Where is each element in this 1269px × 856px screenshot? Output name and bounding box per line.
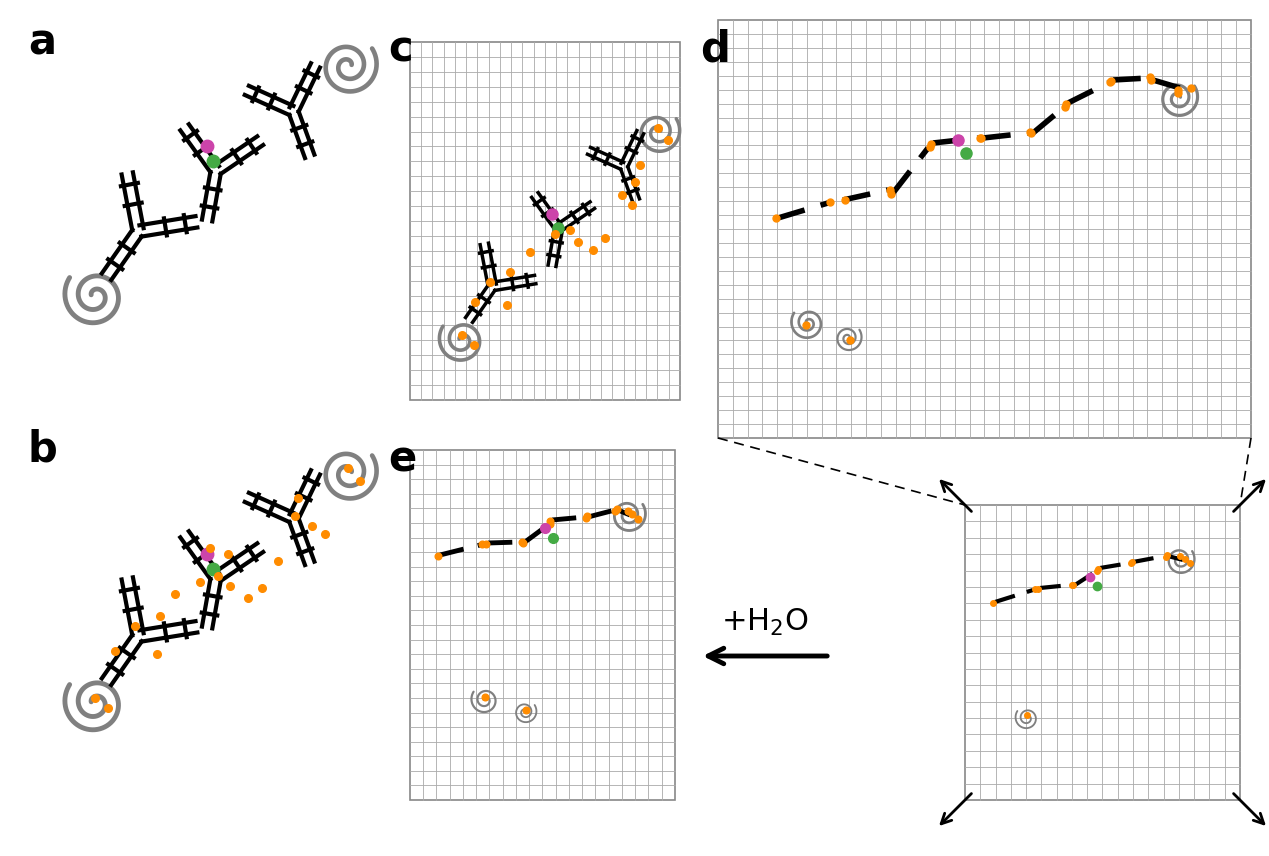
Bar — [410, 42, 680, 400]
Text: $+\mathrm{H_2O}$: $+\mathrm{H_2O}$ — [721, 607, 808, 638]
Bar — [718, 20, 1251, 438]
Text: b: b — [28, 428, 58, 470]
Text: a: a — [28, 21, 56, 63]
Text: c: c — [388, 28, 412, 70]
Text: e: e — [388, 438, 416, 480]
Bar — [964, 505, 1240, 800]
Text: d: d — [700, 28, 730, 70]
Bar — [410, 450, 675, 800]
